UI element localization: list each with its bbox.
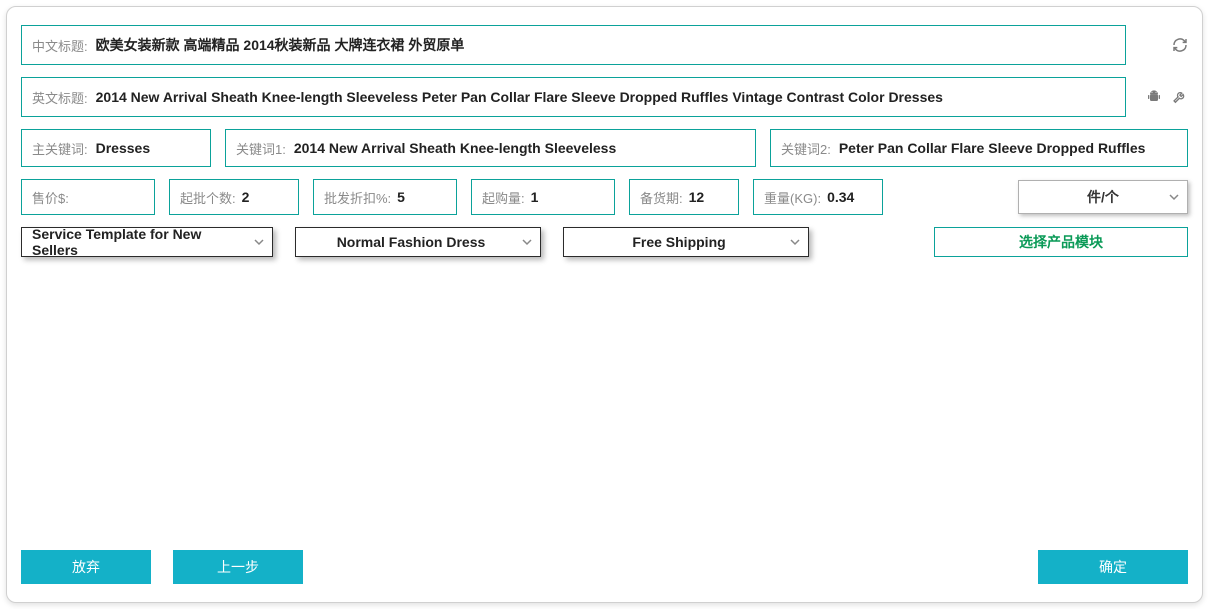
select-module-label: 选择产品模块 xyxy=(1019,232,1103,252)
select-module-button[interactable]: 选择产品模块 xyxy=(934,227,1188,257)
title-cn-label: 中文标题: xyxy=(22,36,96,55)
min-qty-label: 起批个数: xyxy=(170,188,242,207)
title-en-value: 2014 New Arrival Sheath Knee-length Slee… xyxy=(96,89,1125,105)
android-icon[interactable] xyxy=(1146,89,1162,105)
keyword-main-value: Dresses xyxy=(96,140,210,156)
category-select[interactable]: Normal Fashion Dress xyxy=(295,227,541,257)
row-title-cn: 中文标题: 欧美女装新款 高端精品 2014秋装新品 大牌连衣裙 外贸原单 xyxy=(21,25,1188,65)
weight-field[interactable]: 重量(KG): 0.34 xyxy=(753,179,883,215)
weight-value: 0.34 xyxy=(827,189,864,205)
discard-label: 放弃 xyxy=(72,557,100,577)
leadtime-value: 12 xyxy=(689,189,715,205)
discount-field[interactable]: 批发折扣%: 5 xyxy=(313,179,457,215)
min-qty-value: 2 xyxy=(242,189,260,205)
shipping-value: Free Shipping xyxy=(632,234,725,250)
row-keywords: 主关键词: Dresses 关键词1: 2014 New Arrival She… xyxy=(21,129,1188,167)
service-template-select[interactable]: Service Template for New Sellers xyxy=(21,227,273,257)
prev-label: 上一步 xyxy=(217,557,259,577)
title-en-label: 英文标题: xyxy=(22,88,96,107)
weight-label: 重量(KG): xyxy=(754,188,827,207)
title-en-side-icons xyxy=(1138,89,1188,105)
keyword-1-value: 2014 New Arrival Sheath Knee-length Slee… xyxy=(294,140,755,156)
confirm-button[interactable]: 确定 xyxy=(1038,550,1188,584)
wrench-icon[interactable] xyxy=(1172,89,1188,105)
keyword-main-field[interactable]: 主关键词: Dresses xyxy=(21,129,211,167)
title-cn-field[interactable]: 中文标题: 欧美女装新款 高端精品 2014秋装新品 大牌连衣裙 外贸原单 xyxy=(21,25,1126,65)
row-combos: Service Template for New Sellers Normal … xyxy=(21,227,1188,257)
confirm-label: 确定 xyxy=(1099,557,1127,577)
shipping-select[interactable]: Free Shipping xyxy=(563,227,809,257)
leadtime-label: 备货期: xyxy=(630,188,689,207)
unit-select[interactable]: 件/个 xyxy=(1018,180,1188,214)
price-label: 售价$: xyxy=(22,188,75,207)
moq-field[interactable]: 起购量: 1 xyxy=(471,179,615,215)
refresh-icon[interactable] xyxy=(1172,37,1188,53)
discount-label: 批发折扣%: xyxy=(314,188,397,207)
category-value: Normal Fashion Dress xyxy=(337,234,486,250)
unit-select-value: 件/个 xyxy=(1087,187,1119,207)
footer: 放弃 上一步 确定 xyxy=(21,550,1188,584)
title-cn-side-icons xyxy=(1138,37,1188,53)
chevron-down-icon xyxy=(1169,189,1179,205)
keyword-1-label: 关键词1: xyxy=(226,139,294,158)
price-field[interactable]: 售价$: xyxy=(21,179,155,215)
discard-button[interactable]: 放弃 xyxy=(21,550,151,584)
chevron-down-icon xyxy=(790,234,800,250)
prev-button[interactable]: 上一步 xyxy=(173,550,303,584)
leadtime-field[interactable]: 备货期: 12 xyxy=(629,179,739,215)
keyword-2-field[interactable]: 关键词2: Peter Pan Collar Flare Sleeve Drop… xyxy=(770,129,1188,167)
chevron-down-icon xyxy=(254,234,264,250)
service-template-value: Service Template for New Sellers xyxy=(32,226,248,258)
moq-label: 起购量: xyxy=(472,188,531,207)
chevron-down-icon xyxy=(522,234,532,250)
title-cn-value: 欧美女装新款 高端精品 2014秋装新品 大牌连衣裙 外贸原单 xyxy=(96,35,1125,55)
row-title-en: 英文标题: 2014 New Arrival Sheath Knee-lengt… xyxy=(21,77,1188,117)
keyword-1-field[interactable]: 关键词1: 2014 New Arrival Sheath Knee-lengt… xyxy=(225,129,756,167)
discount-value: 5 xyxy=(397,189,415,205)
keyword-2-value: Peter Pan Collar Flare Sleeve Dropped Ru… xyxy=(839,140,1187,156)
keyword-main-label: 主关键词: xyxy=(22,139,96,158)
keyword-2-label: 关键词2: xyxy=(771,139,839,158)
min-qty-field[interactable]: 起批个数: 2 xyxy=(169,179,299,215)
moq-value: 1 xyxy=(531,189,549,205)
row-numbers: 售价$: 起批个数: 2 批发折扣%: 5 起购量: 1 备货期: 12 重量(… xyxy=(21,179,1188,215)
form-panel: 中文标题: 欧美女装新款 高端精品 2014秋装新品 大牌连衣裙 外贸原单 英文… xyxy=(6,6,1203,603)
title-en-field[interactable]: 英文标题: 2014 New Arrival Sheath Knee-lengt… xyxy=(21,77,1126,117)
